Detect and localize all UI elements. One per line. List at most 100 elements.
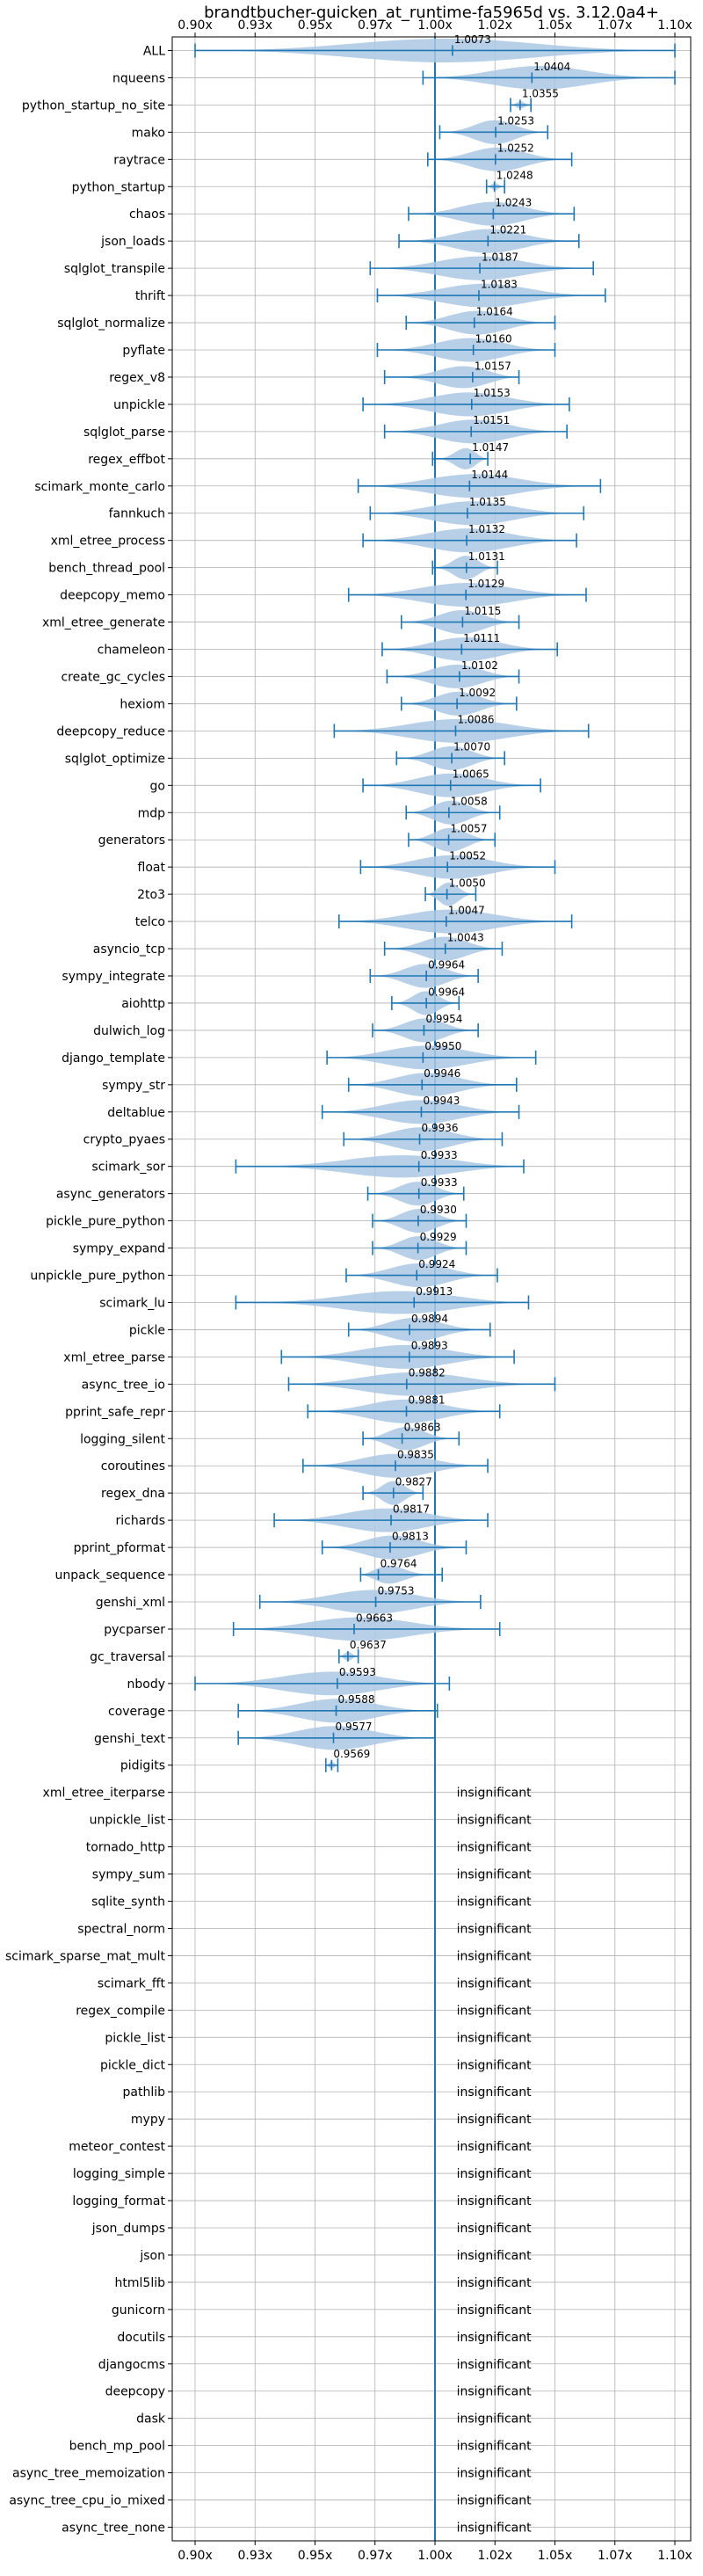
violin-value-label: 1.0131 [468,550,505,563]
benchmark-label: 2to3 [137,888,165,902]
insignificant-label: insignificant [457,2494,533,2508]
violin-value-label: 1.0115 [464,605,501,617]
benchmark-label: create_gc_cycles [61,670,165,684]
benchmark-label: sqlite_synth [91,1896,165,1910]
insignificant-label: insignificant [457,1922,533,1936]
violin-value-label: 1.0164 [476,305,513,317]
benchmark-label: generators [98,833,165,848]
x-tick-label-bottom: 0.95x [298,2549,332,2563]
benchmark-label: nqueens [112,71,165,85]
violin-value-label: 1.0132 [468,523,505,535]
violin-value-label: 0.9593 [339,1666,376,1678]
benchmark-label: gunicorn [112,2303,165,2318]
violin-value-label: 0.9827 [395,1476,432,1488]
violin-value-label: 1.0043 [447,931,484,943]
benchmark-label: xml_etree_process [51,535,165,549]
insignificant-label: insignificant [457,2167,533,2181]
x-tick-label-bottom: 1.02x [478,2549,512,2563]
insignificant-label: insignificant [457,2113,533,2127]
x-tick-label-top: 0.97x [358,18,392,33]
violin-value-label: 1.0248 [496,170,533,182]
benchmark-label: logging_silent [80,1432,165,1446]
benchmark-label: html5lib [115,2276,166,2290]
violin-value-label: 0.9964 [428,986,465,998]
insignificant-label: insignificant [457,1841,533,1855]
benchmark-label: async_generators [56,1188,165,1202]
x-tick-label-top: 0.90x [178,18,212,33]
insignificant-label: insignificant [457,1786,533,1801]
benchmark-label: mdp [138,806,166,820]
violin-value-label: 1.0144 [471,469,508,481]
benchmark-label: bench_mp_pool [69,2440,165,2454]
violin-value-label: 1.0135 [469,496,506,508]
insignificant-label: insignificant [457,2385,533,2399]
benchmark-label: json_loads [100,235,165,249]
benchmark-label: regex_effbot [88,453,165,467]
x-tick-label-bottom: 0.90x [178,2549,212,2563]
violin-value-label: 1.0047 [448,904,485,916]
x-tick-label-bottom: 0.97x [358,2549,392,2563]
insignificant-label: insignificant [457,1868,533,1882]
benchmark-label: sqlglot_parse [83,426,165,440]
violin-value-label: 0.9881 [409,1394,446,1407]
insignificant-label: insignificant [457,2440,533,2454]
benchmark-label: python_startup_no_site [22,98,165,113]
violin-value-label: 1.0070 [453,741,490,753]
benchmark-label: sqlglot_transpile [64,262,165,276]
violin-value-label: 0.9753 [378,1584,415,1597]
insignificant-label: insignificant [457,2303,533,2318]
benchmark-label: xml_etree_iterparse [43,1786,165,1801]
insignificant-label: insignificant [457,2467,533,2481]
insignificant-label: insignificant [457,2194,533,2209]
violin-value-label: 0.9936 [422,1122,459,1134]
violin-value-label: 1.0183 [481,278,518,290]
benchmark-label: hexiom [120,697,165,711]
violin-value-label: 1.0153 [474,387,511,399]
benchmark-label: unpickle_pure_python [30,1270,165,1284]
x-tick-label-top: 1.05x [538,18,572,33]
benchmark-label: async_tree_none [62,2521,165,2536]
violin-value-label: 0.9835 [397,1449,434,1461]
benchmark-label: unpickle [113,398,165,412]
benchmark-label: sqlglot_normalize [57,317,165,331]
violin-value-label: 1.0102 [461,659,498,672]
benchmark-label: mako [132,126,165,140]
violin-value-label: 0.9930 [420,1204,457,1216]
violin-value-label: 0.9913 [416,1285,453,1298]
benchmark-label: deepcopy_reduce [56,724,165,739]
benchmark-label: regex_compile [76,2004,165,2018]
benchmark-label: coverage [108,1705,165,1719]
insignificant-label: insignificant [457,1949,533,1963]
x-tick-label-top: 1.02x [478,18,512,33]
violin-value-label: 1.0057 [451,823,488,835]
chart-title: brandtbucher-quicken_at_runtime-fa5965d … [204,4,659,22]
benchmark-label: gc_traversal [90,1650,165,1664]
violin-value-label: 0.9933 [421,1149,458,1161]
benchmark-label: scimark_lu [99,1296,165,1310]
benchmark-label: json_dumps [91,2222,165,2236]
x-tick-label-top: 1.00x [417,18,452,33]
x-tick-label-top: 0.93x [238,18,272,33]
benchmark-label: regex_dna [101,1487,165,1501]
violin-value-label: 0.9954 [425,1013,462,1025]
benchmark-label: unpickle_list [90,1814,166,1828]
violin-value-label: 0.9817 [393,1503,430,1515]
violin-value-label: 1.0160 [475,332,512,345]
benchmark-label: pickle_list [105,2031,165,2045]
benchmark-label: nbody [127,1677,166,1692]
violin-value-label: 0.9577 [336,1721,373,1733]
insignificant-label: insignificant [457,2412,533,2427]
violin-value-label: 1.0187 [482,251,518,263]
benchmark-label: logging_simple [73,2167,165,2181]
benchmark-label: xml_etree_generate [42,616,165,630]
violin-value-label: 0.9933 [421,1176,458,1189]
violin-value-label: 0.9893 [411,1340,448,1352]
benchmark-label: deepcopy [105,2385,165,2399]
benchmark-label: chameleon [98,644,165,658]
x-tick-label-bottom: 1.07x [598,2549,632,2563]
violin-value-label: 1.0253 [497,115,534,127]
violin-value-label: 1.0221 [489,224,526,236]
benchmark-label: raytrace [113,153,165,167]
benchmark-label: pycparser [104,1623,165,1637]
